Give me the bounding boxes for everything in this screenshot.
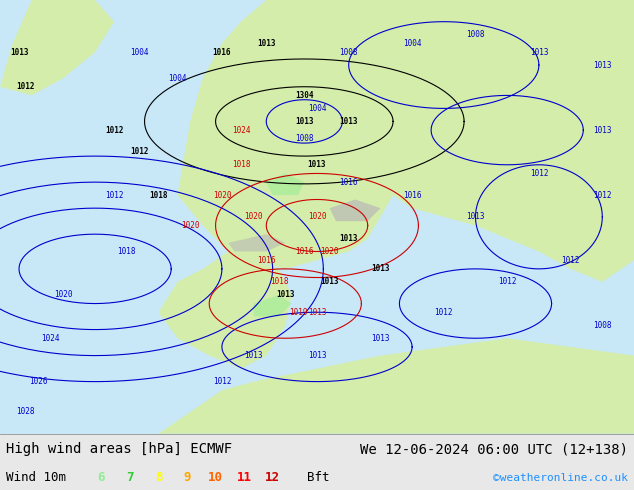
Text: 1012: 1012 (561, 256, 580, 265)
Text: ©weatheronline.co.uk: ©weatheronline.co.uk (493, 472, 628, 483)
Text: 1013: 1013 (10, 48, 29, 56)
Text: 1012: 1012 (434, 308, 453, 317)
Text: 1016: 1016 (212, 48, 231, 56)
Text: 1012: 1012 (105, 125, 124, 135)
Text: 1019: 1019 (288, 308, 307, 317)
Text: 1013: 1013 (593, 125, 612, 135)
Text: 1013: 1013 (371, 334, 390, 343)
Text: 1018: 1018 (269, 277, 288, 286)
Text: 1013: 1013 (466, 212, 485, 221)
Text: 1013: 1013 (529, 48, 548, 56)
Text: Wind 10m: Wind 10m (6, 471, 67, 484)
Text: 1013: 1013 (593, 61, 612, 70)
Text: 1013: 1013 (295, 117, 314, 126)
Polygon shape (158, 251, 292, 368)
Text: 1020: 1020 (54, 291, 73, 299)
Text: 1026: 1026 (29, 377, 48, 386)
Text: 1020: 1020 (181, 221, 200, 230)
Text: 1008: 1008 (466, 30, 485, 39)
Text: 12: 12 (265, 471, 280, 484)
Text: 1020: 1020 (320, 247, 339, 256)
Text: 1012: 1012 (498, 277, 517, 286)
Text: 1013: 1013 (307, 351, 327, 360)
Text: 1024: 1024 (41, 334, 60, 343)
Text: 1016: 1016 (257, 256, 276, 265)
Text: 1013: 1013 (371, 265, 390, 273)
Polygon shape (317, 0, 412, 122)
Text: 1013: 1013 (320, 277, 339, 286)
Text: 1028: 1028 (16, 408, 35, 416)
Text: 1020: 1020 (212, 191, 231, 199)
Text: We 12-06-2024 06:00 UTC (12+138): We 12-06-2024 06:00 UTC (12+138) (359, 442, 628, 456)
Text: 1020: 1020 (244, 212, 263, 221)
Text: 1013: 1013 (257, 39, 276, 48)
Text: 1013: 1013 (244, 351, 263, 360)
Polygon shape (254, 295, 292, 317)
Text: 1013: 1013 (339, 117, 358, 126)
Text: 1016: 1016 (295, 247, 314, 256)
Text: 1012: 1012 (529, 169, 548, 178)
Text: 1012: 1012 (212, 377, 231, 386)
Polygon shape (349, 0, 634, 282)
Text: 1013: 1013 (307, 308, 327, 317)
Text: High wind areas [hPa] ECMWF: High wind areas [hPa] ECMWF (6, 442, 233, 456)
Polygon shape (178, 0, 393, 269)
Polygon shape (330, 199, 380, 221)
Text: 1304: 1304 (295, 91, 314, 100)
Text: 1016: 1016 (339, 178, 358, 187)
Polygon shape (266, 173, 304, 195)
Text: 11: 11 (236, 471, 252, 484)
Text: 1012: 1012 (130, 147, 149, 156)
Text: 8: 8 (155, 471, 162, 484)
Text: 1004: 1004 (130, 48, 149, 56)
Text: 1004: 1004 (403, 39, 422, 48)
Text: 1016: 1016 (403, 191, 422, 199)
Text: 1013: 1013 (276, 291, 295, 299)
Text: 1008: 1008 (339, 48, 358, 56)
Text: Bft: Bft (307, 471, 330, 484)
Polygon shape (0, 338, 634, 434)
Text: 1018: 1018 (117, 247, 136, 256)
Polygon shape (228, 52, 266, 108)
Text: 9: 9 (183, 471, 191, 484)
Text: 7: 7 (126, 471, 134, 484)
Text: 1013: 1013 (339, 234, 358, 243)
Text: 1018: 1018 (231, 160, 250, 169)
Text: 1008: 1008 (593, 321, 612, 330)
Text: 1004: 1004 (168, 74, 187, 82)
Text: 1013: 1013 (307, 160, 327, 169)
Text: 1012: 1012 (16, 82, 35, 91)
Text: 1008: 1008 (295, 134, 314, 143)
Text: 1004: 1004 (307, 104, 327, 113)
Text: 1020: 1020 (307, 212, 327, 221)
Polygon shape (0, 0, 114, 96)
Text: 1024: 1024 (231, 125, 250, 135)
Text: 1012: 1012 (593, 191, 612, 199)
Text: 6: 6 (98, 471, 105, 484)
Text: 1012: 1012 (105, 191, 124, 199)
Text: 10: 10 (208, 471, 223, 484)
Text: 1018: 1018 (149, 191, 168, 199)
Polygon shape (228, 234, 285, 251)
